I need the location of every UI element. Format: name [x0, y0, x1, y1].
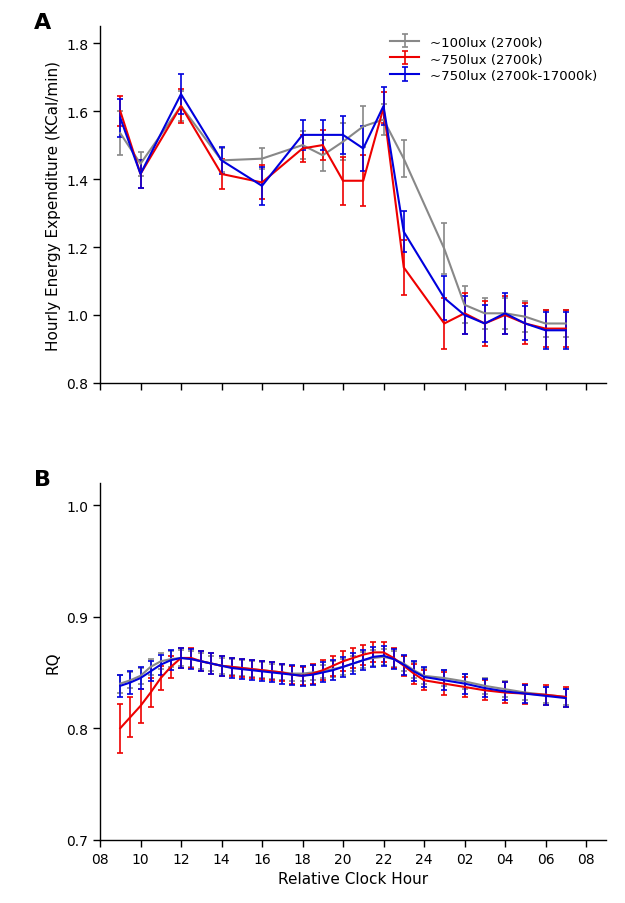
Text: A: A [34, 13, 51, 33]
Y-axis label: Hourly Energy Expenditure (KCal/min): Hourly Energy Expenditure (KCal/min) [46, 61, 61, 350]
Y-axis label: RQ: RQ [46, 650, 61, 673]
X-axis label: Relative Clock Hour: Relative Clock Hour [278, 871, 428, 886]
Legend: ~100lux (2700k), ~750lux (2700k), ~750lux (2700k-17000k): ~100lux (2700k), ~750lux (2700k), ~750lu… [388, 33, 599, 86]
Text: B: B [34, 469, 51, 489]
